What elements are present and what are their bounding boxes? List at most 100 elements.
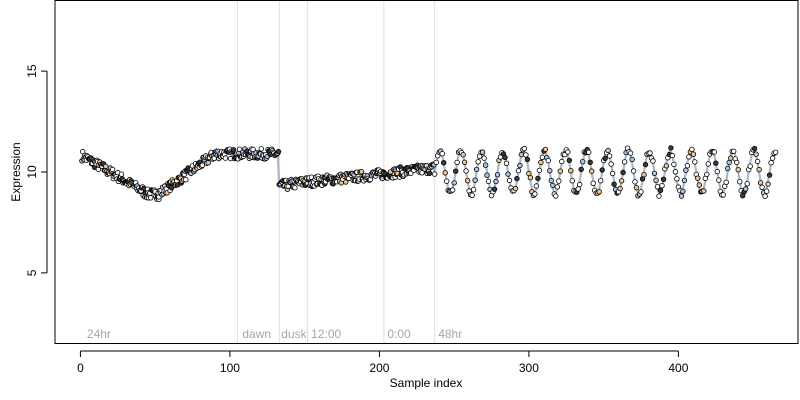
data-point [669, 152, 676, 159]
data-point [678, 193, 685, 199]
x-tick-label-4: 400 [668, 361, 688, 375]
data-point [292, 184, 298, 191]
data-point [472, 177, 478, 183]
data-point [606, 153, 613, 159]
data-point [671, 161, 677, 168]
data-point [587, 159, 593, 165]
data-point [660, 176, 667, 182]
data-point [566, 157, 572, 164]
data-point [647, 150, 653, 156]
data-point [536, 167, 543, 174]
data-points [79, 145, 779, 202]
data-point [744, 181, 750, 187]
data-point [608, 161, 614, 167]
data-point [657, 187, 664, 194]
data-point [491, 186, 498, 192]
y-axis-title: Expression [9, 142, 23, 201]
data-point [523, 152, 529, 158]
data-point [651, 170, 658, 177]
data-point [506, 177, 513, 184]
data-point [684, 162, 691, 169]
data-point [539, 154, 546, 160]
data-point [470, 186, 477, 193]
data-point [453, 168, 459, 174]
data-point [118, 171, 125, 177]
data-point [759, 184, 765, 190]
data-point [469, 192, 475, 198]
data-point [629, 156, 635, 163]
data-point [481, 155, 487, 161]
data-point [683, 167, 689, 173]
data-point [482, 162, 489, 168]
data-point [726, 159, 732, 166]
data-point [681, 177, 688, 184]
data-point [258, 146, 264, 152]
data-point [502, 154, 508, 161]
data-point [230, 147, 237, 153]
data-point [705, 161, 711, 167]
data-point [772, 149, 779, 155]
data-point [484, 172, 490, 178]
data-point [768, 159, 774, 166]
data-point [725, 165, 731, 172]
data-point [680, 188, 686, 194]
data-point [754, 158, 761, 165]
data-point [444, 178, 450, 184]
data-point [463, 168, 469, 174]
data-point [659, 182, 665, 189]
data-point [704, 171, 710, 178]
data-point [602, 155, 608, 162]
data-point [554, 184, 560, 190]
data-point [695, 175, 701, 181]
data-point [109, 166, 116, 173]
data-point [716, 177, 722, 183]
segment-label-2: dusk [281, 327, 307, 341]
data-point [358, 168, 365, 175]
data-point [578, 166, 584, 173]
data-point [464, 177, 471, 184]
data-point [653, 177, 659, 183]
data-point [586, 149, 592, 155]
data-point [275, 148, 282, 155]
data-point [577, 181, 583, 188]
data-point [735, 166, 741, 173]
data-point [548, 177, 554, 184]
data-point [618, 178, 625, 184]
data-point [689, 146, 695, 153]
data-point [621, 159, 628, 165]
data-point [538, 159, 544, 166]
data-point [714, 168, 720, 175]
data-point [568, 167, 574, 174]
data-point [723, 179, 729, 185]
data-point [747, 163, 753, 169]
data-point [479, 149, 486, 155]
data-point [769, 155, 776, 161]
data-point [575, 186, 581, 192]
data-point [451, 180, 457, 186]
data-point [532, 191, 538, 197]
x-axis-title: Sample index [390, 376, 463, 390]
x-tick-label-1: 100 [220, 361, 240, 375]
data-point [460, 151, 466, 158]
data-point [494, 172, 501, 178]
data-point [493, 178, 499, 185]
data-point [475, 159, 481, 165]
data-point [527, 174, 534, 181]
segment-label-4: 0:00 [387, 327, 411, 341]
data-point [183, 176, 189, 183]
data-point [426, 170, 433, 176]
data-point [617, 185, 623, 192]
data-point [553, 193, 559, 199]
data-point [663, 163, 670, 169]
data-point [533, 183, 540, 189]
data-point [505, 171, 511, 177]
data-point [441, 159, 447, 166]
data-point [690, 151, 697, 157]
x-axis: 0 100 200 300 400 [77, 350, 689, 375]
y-axis: 5 10 15 [25, 64, 48, 276]
data-point [713, 160, 719, 166]
data-point [756, 166, 762, 173]
data-point [503, 160, 510, 166]
data-point [763, 188, 770, 194]
data-point [701, 188, 707, 194]
